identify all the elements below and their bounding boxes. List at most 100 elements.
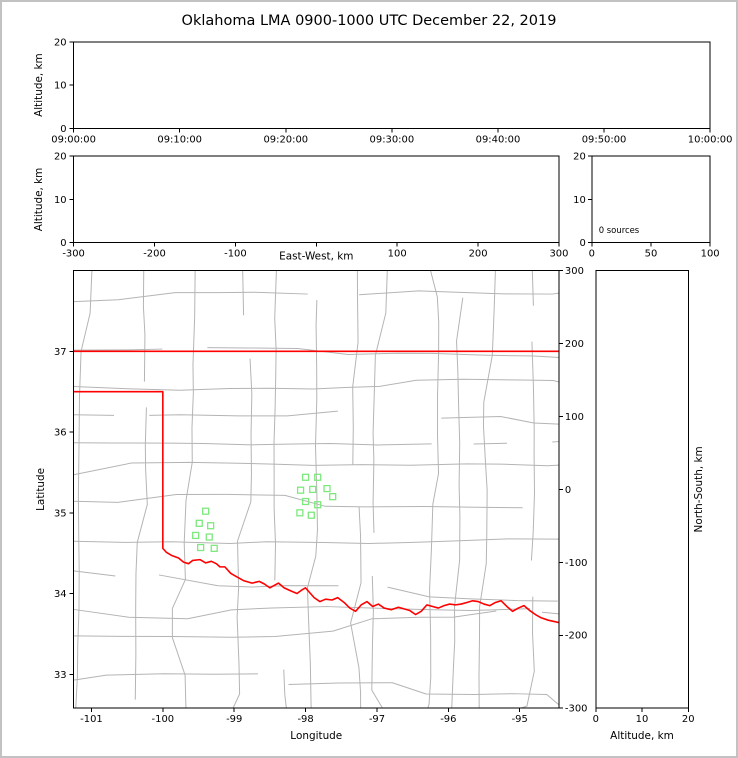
y-axis-label-altitude-top: Altitude, km [33,53,45,117]
latitude-tick-label: 37 [54,347,67,358]
latitude-tick-label: 35 [54,508,67,519]
panel-ns-height [595,270,689,709]
map-layers [73,270,559,709]
lma-station-marker [197,543,205,552]
tick-label: 0 [589,249,595,260]
lma-station-marker [301,497,310,506]
tick-label: 300 [549,249,568,260]
lma-station-marker [309,485,317,494]
north-south-tick-label: -200 [565,631,588,642]
county-boundary-line [441,415,559,425]
y-axis-label-altitude-mid: Altitude, km [33,168,45,232]
figure-title: Oklahoma LMA 0900-1000 UTC December 22, … [181,13,557,29]
tick-label: -200 [143,249,166,260]
county-boundary-line [73,538,559,545]
lma-station-marker [202,507,210,515]
longitude-tick-label: -100 [152,714,175,725]
north-south-tick-label: 200 [565,339,584,350]
north-south-tick-label: -300 [565,704,588,715]
time-tick-label: 09:50:00 [582,134,627,145]
oklahoma-west-and-texas-border [73,390,559,624]
x-axis-label-east-west: East-West, km [279,251,353,263]
x-axis-label-altitude-right: Altitude, km [610,730,674,742]
county-boundary-line [73,570,116,577]
longitude-tick-label: -98 [297,714,313,725]
right-axis-label-north-south: North-South, km [693,446,705,532]
tick-label: 10 [573,195,586,206]
lma-station-marker [314,501,322,509]
time-tick-label: 09:30:00 [370,134,415,145]
lma-station-marker [329,493,337,501]
north-south-tick-label: 100 [565,412,584,423]
longitude-tick-label: -95 [512,714,528,725]
latitude-tick-label: 36 [54,428,67,439]
lma-station-marker [205,533,213,541]
county-boundary-line [207,347,559,359]
county-boundary-line [73,291,308,303]
longitude-tick-label: -101 [80,714,103,725]
county-boundary-line [73,493,523,509]
north-south-tick-label: 0 [565,485,571,496]
county-boundary-line [427,270,440,709]
county-boundary-line [73,610,497,638]
longitude-tick-label: -99 [226,714,242,725]
county-boundary-line [350,506,362,709]
county-boundary-line [352,270,359,466]
lma-station-marker [296,509,304,517]
lma-station-marker [307,511,315,519]
time-tick-label: 09:40:00 [476,134,521,145]
tick-label: 20 [54,37,67,48]
county-boundary-line [473,442,507,445]
y-axis-label-latitude: Latitude [35,468,47,511]
panel-altitude-histogram [591,155,711,244]
county-boundary-line [73,461,559,476]
panel-ew-height [73,155,560,244]
lma-station-marker [195,519,203,527]
county-boundary-line [73,378,559,391]
tick-label: 10 [54,81,67,92]
county-boundary-line [75,270,93,709]
tick-label: 20 [682,714,695,725]
lma-station-marker [323,484,331,493]
tick-label: 100 [701,249,720,260]
tick-label: 0 [593,714,599,725]
latitude-tick-label: 33 [54,670,67,681]
county-boundary-line [542,611,559,615]
county-boundary-line [73,414,114,416]
county-boundary-line [387,586,558,602]
tick-label: 0 [579,238,585,249]
tick-label: 10 [54,195,67,206]
county-boundary-line [371,575,383,709]
lma-station-marker [296,486,305,494]
tick-label: 200 [469,249,488,260]
county-boundary-line [288,682,559,706]
tick-label: -300 [62,249,85,260]
longitude-tick-label: -97 [369,714,385,725]
county-boundary-line [158,574,339,588]
lma-station-marker [192,531,200,540]
tick-label: 50 [645,249,658,260]
county-boundary-line [283,669,287,709]
county-boundary-line [242,270,245,316]
x-axis-label-longitude: Longitude [290,730,342,742]
lma-station-marker [207,522,215,530]
tick-label: 0 [60,238,66,249]
north-south-tick-label: -100 [565,558,588,569]
county-boundary-line [73,606,531,620]
county-boundary-line [171,270,196,709]
county-boundary-line [520,596,535,709]
county-boundary-line [451,297,464,709]
latitude-tick-label: 34 [54,589,67,600]
county-boundary-line [530,341,535,561]
county-boundary-line [149,410,338,417]
county-boundary-line [142,270,146,382]
county-boundary-line [73,442,432,446]
county-boundary-line [73,673,258,681]
time-tick-label: 09:10:00 [157,134,202,145]
tick-label: 100 [388,249,407,260]
north-south-tick-label: 300 [565,266,584,277]
tick-label: 20 [54,152,67,163]
county-boundary-line [531,270,534,306]
